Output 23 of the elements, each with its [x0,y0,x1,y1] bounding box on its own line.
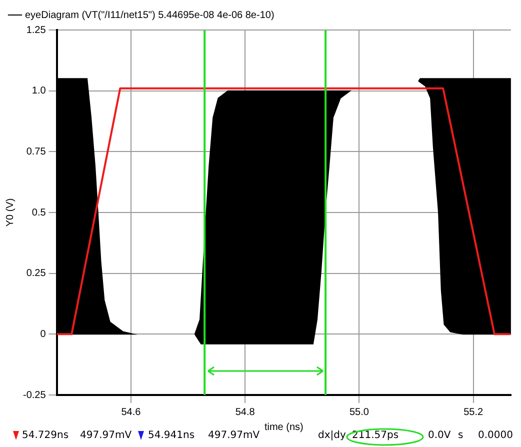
x-tick-label: 55.0 [349,406,370,418]
y-tick-label: 1.25 [26,24,46,36]
text: 0.0000 [478,430,513,441]
text: dx|dy [318,430,346,441]
text: 497.97mV [80,430,132,441]
x-tick-label: 54.6 [121,406,142,418]
y-tick-label: 0.25 [26,268,46,280]
text: s [458,430,464,441]
y-tick-label: 0.75 [26,146,46,158]
text: 211.57ps [352,430,399,441]
x-tick-label: 55.2 [464,406,484,418]
x-tick-label: 54.8 [235,406,256,418]
x-axis-title: time (ns) [264,422,304,433]
y-tick-label: -0.25 [22,390,46,401]
legend-label: eyeDiagram (VT("/I11/net15") 5.44695e-08 4e-06 8e-10) [25,10,274,21]
text: 54.941ns [148,430,195,441]
text: 497.97mV [208,430,260,441]
text: 54.729ns [22,430,69,441]
text: 0.0V [428,430,451,441]
y-tick-label: 0 [40,328,46,340]
y-tick-label: 1.0 [32,86,46,97]
y-axis-title: Y0 (V) [4,198,16,227]
y-tick-label: 0.5 [32,207,46,218]
